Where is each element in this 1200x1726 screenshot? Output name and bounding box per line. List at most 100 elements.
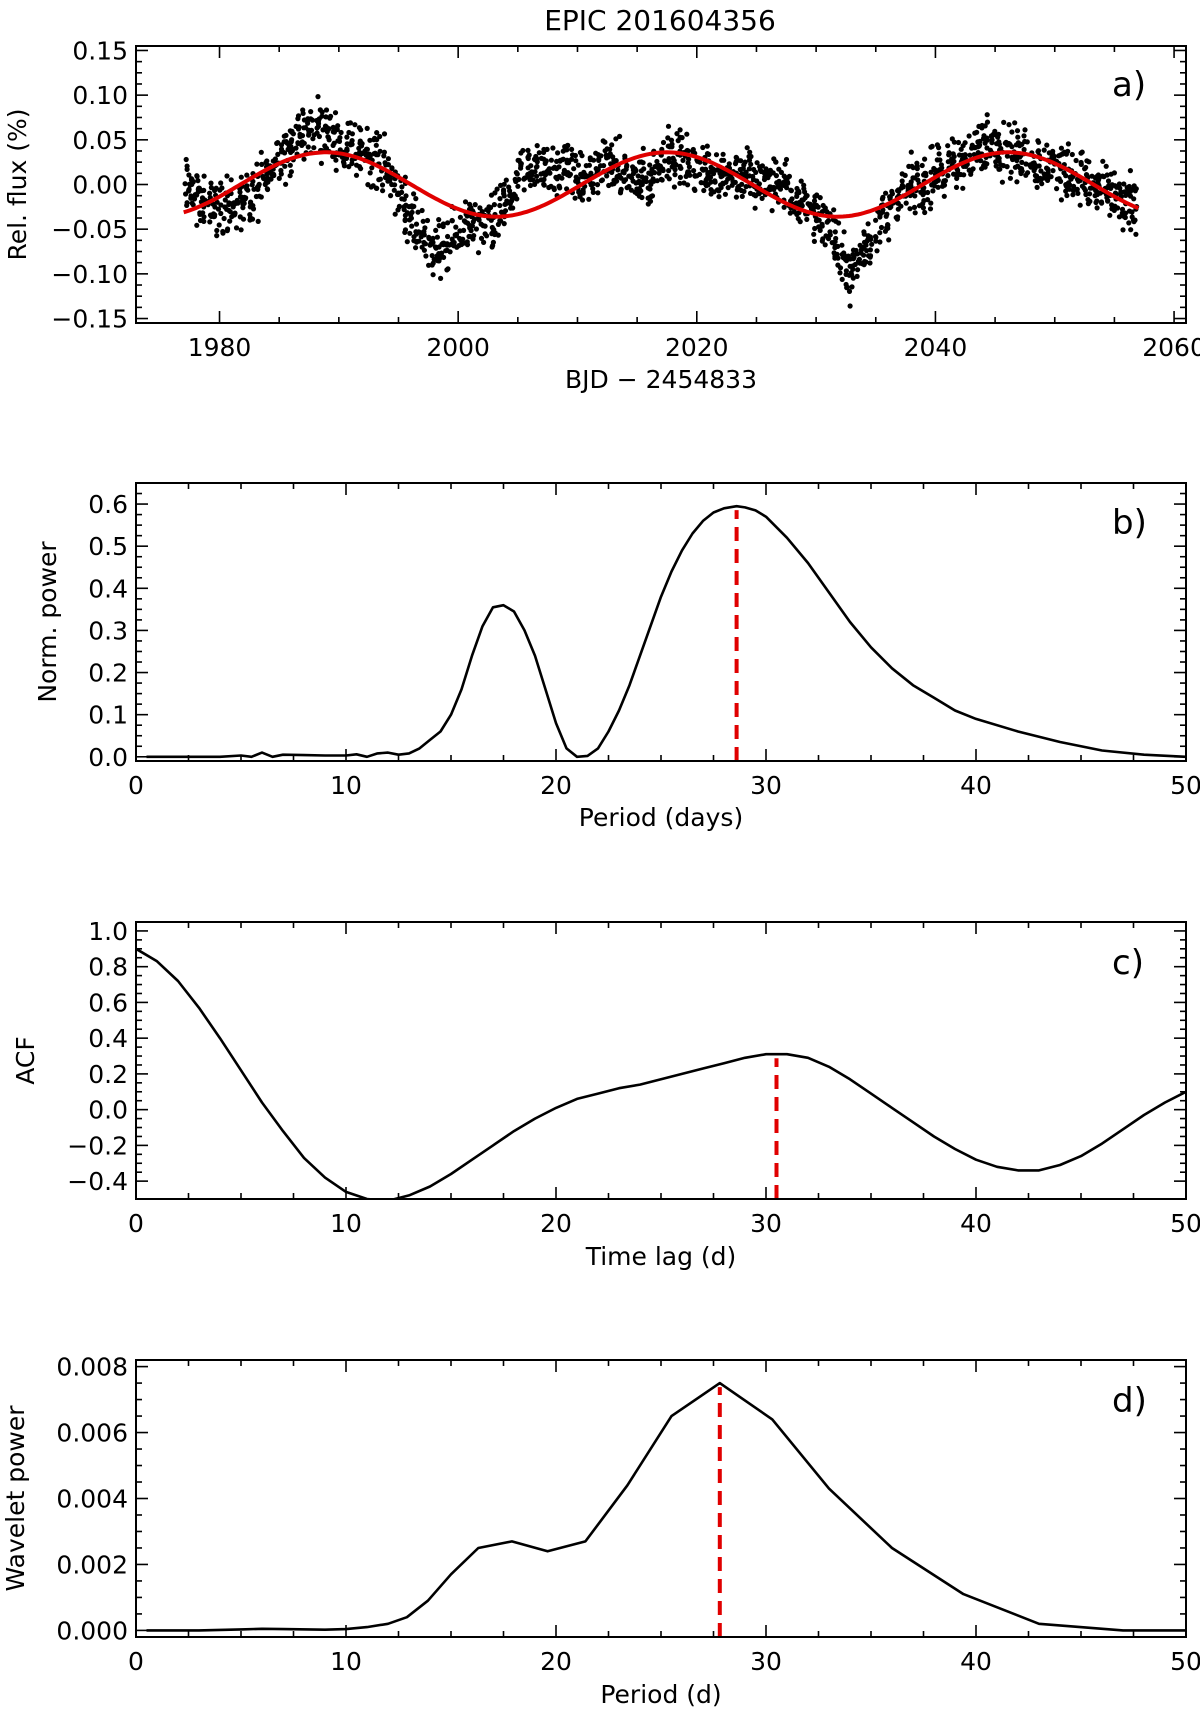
data-point (546, 184, 552, 191)
data-point (677, 180, 683, 186)
data-point (415, 209, 421, 215)
data-point (309, 117, 315, 123)
data-point (525, 154, 531, 160)
data-point (1023, 161, 1029, 167)
data-point (590, 186, 596, 192)
data-point (847, 303, 853, 309)
data-point (265, 179, 271, 185)
data-point (1083, 172, 1090, 178)
data-point (521, 176, 527, 182)
y-tick-label: 0.2 (88, 1060, 128, 1089)
data-point (899, 178, 905, 184)
data-point (422, 241, 428, 247)
data-point (409, 223, 415, 229)
data-point (694, 173, 700, 179)
data-point (868, 236, 874, 242)
data-point (1048, 174, 1054, 180)
data-point (1127, 188, 1134, 194)
data-point (501, 181, 507, 187)
data-point (385, 178, 391, 184)
x-tick-label: 30 (750, 1209, 782, 1238)
data-point (278, 171, 284, 177)
data-point (708, 179, 714, 185)
y-axis-label: Norm. power (33, 541, 62, 703)
data-point (738, 187, 744, 194)
data-point (1021, 146, 1027, 153)
data-point (525, 147, 531, 153)
data-point (1024, 139, 1030, 145)
data-point (942, 178, 949, 184)
x-tick-label: 40 (960, 1647, 992, 1676)
data-point (399, 184, 405, 190)
x-tick-label: 2040 (904, 333, 968, 362)
plot-frame (135, 45, 1187, 324)
data-point (1018, 170, 1024, 177)
data-point (797, 219, 803, 225)
data-point (569, 156, 575, 162)
data-point (596, 157, 602, 163)
data-point (707, 174, 714, 180)
data-point (877, 214, 883, 220)
data-point (1115, 205, 1121, 211)
data-point (333, 157, 339, 163)
data-point (666, 176, 672, 182)
data-point (516, 176, 522, 182)
data-point (951, 139, 958, 145)
data-point (344, 134, 350, 140)
data-point (471, 233, 477, 239)
data-point (501, 188, 507, 194)
data-point (633, 167, 639, 173)
data-point (295, 140, 301, 147)
data-point (953, 184, 960, 190)
data-point (374, 185, 380, 191)
data-point (494, 186, 500, 192)
data-point (421, 247, 427, 253)
data-point (685, 148, 691, 154)
data-point (841, 252, 847, 258)
data-point (984, 145, 990, 151)
data-point (825, 236, 832, 242)
data-point (720, 181, 726, 187)
data-point (941, 193, 947, 199)
data-point (488, 204, 494, 211)
data-point (256, 193, 262, 199)
data-point (647, 198, 654, 204)
data-point (1108, 184, 1114, 190)
data-point (883, 213, 889, 219)
data-point (945, 173, 951, 179)
data-point (825, 218, 832, 224)
data-point (855, 267, 861, 273)
data-point (226, 200, 232, 206)
data-point (733, 194, 740, 200)
data-point (700, 144, 706, 151)
data-point (572, 195, 578, 201)
data-point (502, 208, 509, 214)
data-point (912, 210, 918, 216)
data-point (426, 235, 432, 241)
data-point (234, 199, 240, 205)
data-point (989, 137, 995, 143)
y-tick-label: 0.1 (88, 701, 128, 730)
data-point (184, 200, 190, 206)
data-point (836, 220, 842, 226)
data-point (201, 214, 207, 220)
data-point (909, 163, 915, 169)
data-point (962, 140, 968, 146)
data-point (903, 200, 909, 206)
data-point (701, 187, 707, 194)
data-point (879, 209, 885, 215)
data-point (829, 240, 835, 246)
data-point (449, 218, 455, 224)
data-point (255, 218, 261, 224)
y-tick-label: 0.4 (88, 574, 128, 603)
data-point (512, 176, 518, 182)
data-point (472, 202, 478, 208)
data-point (300, 110, 306, 116)
plot-area (136, 947, 1186, 1199)
data-point (984, 161, 990, 167)
data-point (773, 159, 779, 165)
data-point (396, 191, 402, 197)
data-point (541, 182, 547, 188)
data-point (587, 157, 594, 163)
data-point (670, 155, 676, 161)
